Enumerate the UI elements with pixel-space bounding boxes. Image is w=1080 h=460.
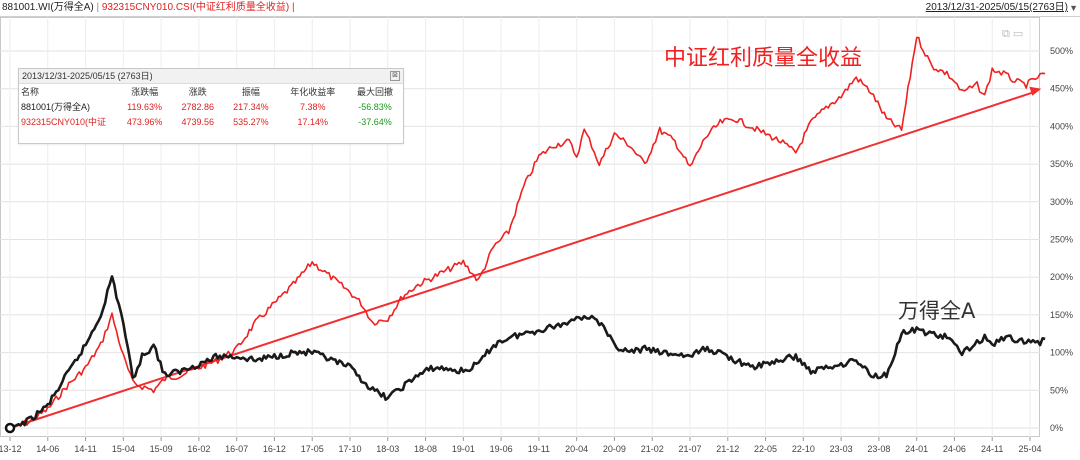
legend-separator: | (96, 2, 100, 13)
col-header-change-pct: 涨跌幅 (131, 87, 159, 97)
col-header-annual-return: 年化收益率 (290, 87, 336, 97)
row-change: 2782.86 (181, 101, 215, 112)
row-max-drawdown: -37.64% (358, 116, 392, 127)
window-control-icons[interactable]: ⧉ ▭ (1002, 28, 1024, 40)
x-tick-label: 23-08 (867, 444, 890, 454)
y-tick-label: 100% (1050, 348, 1073, 358)
x-tick-label: 15-04 (112, 444, 135, 454)
chevron-down-icon[interactable]: ▼ (1069, 3, 1078, 13)
row-change-pct: 119.63% (127, 101, 163, 112)
stats-panel-title: 2013/12/31-2025/05/15 (2763日) (19, 69, 403, 84)
table-row[interactable]: 881001(万得全A) 119.63% 2782.86 217.34% 7.3… (19, 99, 403, 114)
y-tick-label: 450% (1050, 84, 1073, 94)
x-tick-label: 18-08 (414, 444, 437, 454)
x-tick-label: 16-12 (263, 444, 286, 454)
x-tick-label: 22-05 (754, 444, 777, 454)
col-header-max-drawdown: 最大回撤 (357, 87, 394, 97)
x-tick-label: 18-03 (376, 444, 399, 454)
row-annual-return: 17.14% (297, 116, 329, 127)
x-tick-label: 14-06 (36, 444, 59, 454)
close-icon[interactable]: ⊠ (390, 71, 400, 81)
y-tick-label: 200% (1050, 272, 1073, 282)
x-tick-label: 15-09 (150, 444, 173, 454)
y-tick-label: 300% (1050, 197, 1073, 207)
annotation-red-series: 中证红利质量全收益 (664, 46, 862, 71)
x-tick-label: 21-12 (716, 444, 739, 454)
x-tick-label: 19-06 (490, 444, 513, 454)
date-range-selector[interactable]: 2013/12/31-2025/05/15(2763日) (925, 2, 1068, 13)
x-tick-label: 24-06 (943, 444, 966, 454)
legend-separator-2: | (291, 2, 295, 13)
y-tick-label: 0% (1050, 423, 1063, 433)
row-max-drawdown: -56.83% (358, 101, 392, 112)
x-tick-label: 16-07 (225, 444, 248, 454)
start-point-marker (4, 422, 16, 434)
chart-header-bar: 881001.WI(万得全A) | 932315CNY010.CSI(中证红利质… (0, 0, 1080, 17)
x-tick-label: 20-09 (603, 444, 626, 454)
x-tick-label: 23-03 (830, 444, 853, 454)
x-tick-label: 21-07 (678, 444, 701, 454)
series-line-red (9, 36, 1046, 429)
y-tick-label: 50% (1050, 385, 1068, 395)
stats-header-row: 名称 涨跌幅 涨跌 振幅 年化收益率 最大回撤 (19, 84, 403, 99)
row-annual-return: 7.38% (300, 101, 326, 112)
x-tick-label: 17-05 (301, 444, 324, 454)
x-tick-label: 14-11 (74, 444, 96, 454)
x-tick-label: 22-10 (792, 444, 815, 454)
annotation-black-series: 万得全A (898, 299, 976, 323)
x-tick-label: 24-11 (981, 444, 1003, 454)
y-tick-label: 350% (1050, 159, 1073, 169)
x-tick-label: 13-12 (0, 444, 22, 454)
x-tick-label: 17-10 (338, 444, 361, 454)
col-header-name: 名称 (21, 87, 40, 97)
x-tick-label: 19-01 (452, 444, 475, 454)
col-header-amplitude: 振幅 (241, 87, 260, 97)
series2-legend-label[interactable]: 932315CNY010.CSI(中证红利质量全收益) (101, 2, 290, 13)
x-tick-label: 25-04 (1018, 444, 1041, 454)
x-tick-label: 19-11 (528, 444, 550, 454)
row-name: 932315CNY010(中证 (21, 117, 107, 127)
table-row[interactable]: 932315CNY010(中证 473.96% 4739.56 535.27% … (19, 114, 403, 129)
row-change-pct: 473.96% (126, 116, 163, 127)
x-tick-label: 24-01 (905, 444, 928, 454)
y-tick-label: 500% (1050, 46, 1073, 56)
row-change: 4739.56 (181, 116, 215, 127)
series1-legend-label[interactable]: 881001.WI(万得全A) (2, 2, 94, 13)
stats-panel: 2013/12/31-2025/05/15 (2763日) ⊠ 名称 涨跌幅 涨… (18, 68, 404, 144)
series-legend: 881001.WI(万得全A) | 932315CNY010.CSI(中证红利质… (2, 1, 295, 15)
y-tick-label: 150% (1050, 310, 1073, 320)
row-amplitude: 217.34% (233, 101, 269, 112)
plot-frame (0, 17, 1040, 437)
series-line-black (9, 275, 1046, 430)
trendline-arrowhead (1029, 86, 1042, 96)
col-header-change: 涨跌 (188, 87, 207, 97)
row-name: 881001(万得全A) (21, 102, 91, 112)
x-tick-label: 21-02 (641, 444, 664, 454)
x-tick-label: 16-02 (187, 444, 210, 454)
y-tick-label: 250% (1050, 235, 1073, 245)
row-amplitude: 535.27% (233, 116, 269, 127)
x-tick-label: 20-04 (565, 444, 588, 454)
y-tick-label: 400% (1050, 121, 1073, 131)
stats-table: 名称 涨跌幅 涨跌 振幅 年化收益率 最大回撤 881001(万得全A) 119… (19, 84, 403, 129)
